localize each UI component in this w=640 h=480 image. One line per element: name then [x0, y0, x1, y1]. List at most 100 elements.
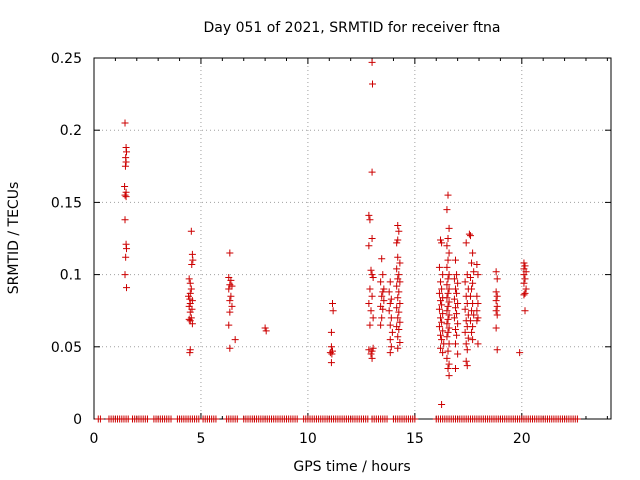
data-point	[473, 260, 481, 268]
data-point	[262, 327, 270, 335]
data-point	[438, 301, 446, 309]
data-point	[188, 320, 196, 328]
x-tick-label: 10	[299, 431, 317, 447]
data-point	[466, 292, 474, 300]
data-point	[451, 304, 459, 312]
data-point	[444, 302, 452, 310]
data-point	[445, 360, 453, 368]
data-point	[493, 311, 501, 319]
data-point	[326, 349, 334, 357]
data-point	[387, 343, 395, 351]
data-point	[396, 338, 404, 346]
data-point	[385, 307, 393, 315]
data-point	[386, 278, 394, 286]
data-point	[365, 346, 373, 354]
data-point	[383, 415, 391, 423]
data-point	[365, 299, 373, 307]
data-point	[468, 328, 476, 336]
data-point	[393, 304, 401, 312]
data-point	[329, 299, 336, 307]
data-point	[466, 232, 474, 240]
data-point	[121, 119, 129, 127]
data-point	[396, 259, 404, 267]
data-point	[445, 298, 453, 306]
data-point	[443, 206, 451, 214]
data-point	[226, 297, 234, 305]
data-point	[522, 285, 530, 293]
data-point	[387, 314, 395, 322]
data-point	[393, 282, 401, 290]
data-point	[368, 235, 376, 242]
data-point	[327, 359, 335, 367]
data-point	[463, 271, 471, 279]
data-point	[367, 266, 375, 274]
data-point	[123, 148, 131, 156]
data-point	[461, 328, 469, 336]
data-point	[368, 347, 376, 355]
data-point	[387, 295, 395, 303]
data-point	[443, 354, 451, 362]
data-point	[493, 302, 501, 310]
data-point	[453, 331, 461, 339]
data-point	[521, 307, 529, 315]
data-point	[121, 216, 129, 224]
data-points	[94, 58, 581, 423]
data-point	[386, 349, 394, 357]
data-point	[185, 292, 193, 300]
data-point	[437, 278, 445, 286]
data-point	[474, 271, 482, 279]
data-point	[454, 279, 462, 287]
data-point	[437, 344, 445, 352]
data-point	[386, 336, 394, 344]
data-point	[437, 297, 445, 305]
data-point	[227, 276, 235, 284]
data-point	[468, 259, 476, 267]
data-point	[187, 227, 195, 235]
data-point	[368, 168, 376, 176]
data-point	[367, 350, 375, 358]
data-point	[394, 294, 402, 302]
data-point	[377, 321, 385, 329]
data-point	[368, 271, 376, 279]
data-point	[435, 305, 443, 313]
data-point	[394, 253, 402, 261]
data-point	[122, 193, 130, 201]
data-point	[443, 242, 451, 250]
data-point	[454, 320, 462, 328]
data-point	[445, 271, 453, 279]
data-point	[394, 344, 402, 352]
data-point	[143, 415, 151, 423]
data-point	[368, 292, 376, 300]
data-point	[453, 289, 461, 297]
data-point	[445, 249, 453, 257]
x-axis-label: GPS time / hours	[293, 459, 410, 475]
data-point	[462, 357, 470, 365]
data-point	[380, 297, 388, 305]
data-point	[462, 340, 470, 348]
data-point	[368, 354, 376, 362]
data-point	[466, 317, 474, 325]
data-point	[443, 281, 451, 289]
data-point	[233, 415, 241, 423]
data-point	[444, 235, 452, 242]
data-point	[462, 239, 470, 247]
data-point	[228, 302, 236, 310]
data-point	[385, 288, 393, 296]
data-point	[231, 336, 239, 344]
data-point	[444, 275, 452, 283]
data-point	[437, 331, 445, 339]
data-point	[573, 415, 581, 423]
data-point	[443, 294, 451, 302]
data-point	[469, 279, 477, 287]
data-point	[188, 305, 196, 313]
data-point	[366, 216, 374, 224]
data-point	[451, 256, 459, 264]
data-point	[492, 288, 500, 296]
data-point	[443, 333, 451, 341]
data-point	[435, 323, 443, 331]
x-tick-label: 5	[196, 431, 205, 447]
data-point	[380, 285, 388, 293]
data-point	[521, 289, 529, 297]
x-tick-label: 20	[513, 431, 531, 447]
data-point	[473, 292, 481, 300]
